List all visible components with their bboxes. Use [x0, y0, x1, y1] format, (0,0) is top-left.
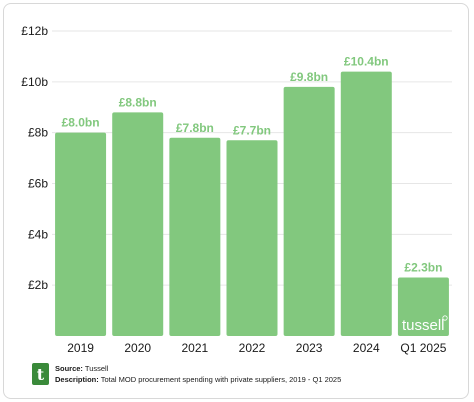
- x-tick-label: 2023: [296, 341, 323, 355]
- bars: [55, 71, 449, 337]
- data-label: £2.3bn: [404, 261, 442, 275]
- x-tick-label: Q1 2025: [400, 341, 446, 355]
- y-tick-label: £12b: [21, 24, 48, 38]
- x-tick-label: 2024: [353, 341, 380, 355]
- bar-2023: [283, 86, 335, 337]
- data-label: £8.8bn: [119, 95, 157, 109]
- tussell-logo-badge: t: [32, 363, 49, 385]
- x-tick-label: 2019: [67, 341, 94, 355]
- chart-footer: t Source: Tussell Description: Total MOD…: [32, 361, 341, 387]
- y-tick-label: £6b: [28, 177, 48, 191]
- y-tick-label: £4b: [28, 227, 48, 241]
- footer-text: Source: Tussell Description: Total MOD p…: [55, 363, 341, 385]
- description-label: Description:: [55, 375, 99, 384]
- bar-2021: [169, 137, 221, 336]
- bar-2020: [112, 112, 164, 336]
- x-axis-labels: 2019 2020 2021 2022 2023 2024 Q1 2025: [67, 341, 447, 355]
- source-label: Source:: [55, 364, 83, 373]
- source-value: Tussell: [84, 364, 109, 373]
- data-label: £8.0bn: [62, 116, 100, 130]
- bar-q1-2025: [397, 277, 449, 336]
- registered-mark-icon: [442, 315, 448, 321]
- source-line: Source: Tussell: [55, 363, 341, 374]
- y-tick-label: £2b: [28, 278, 48, 292]
- bar-2019: [55, 132, 107, 336]
- description-line: Description: Total MOD procurement spend…: [55, 374, 341, 385]
- data-label: £7.7bn: [233, 123, 271, 137]
- bar-2024: [340, 71, 392, 337]
- tussell-watermark: tussell: [402, 317, 445, 334]
- y-tick-label: £8b: [28, 126, 48, 140]
- x-tick-label: 2020: [124, 341, 151, 355]
- x-tick-label: 2022: [239, 341, 266, 355]
- data-label: £9.8bn: [290, 70, 328, 84]
- y-tick-label: £10b: [21, 75, 48, 89]
- bar-2022: [226, 140, 278, 336]
- y-axis-labels: £2b £4b £6b £8b £10b £12b: [21, 24, 48, 292]
- data-label: £10.4bn: [344, 55, 389, 69]
- description-value: Total MOD procurement spending with priv…: [100, 375, 342, 384]
- data-label: £7.8bn: [176, 121, 214, 135]
- x-tick-label: 2021: [182, 341, 209, 355]
- data-labels: £8.0bn £8.8bn £7.8bn £7.7bn £9.8bn £10.4bn £2.…: [62, 55, 443, 275]
